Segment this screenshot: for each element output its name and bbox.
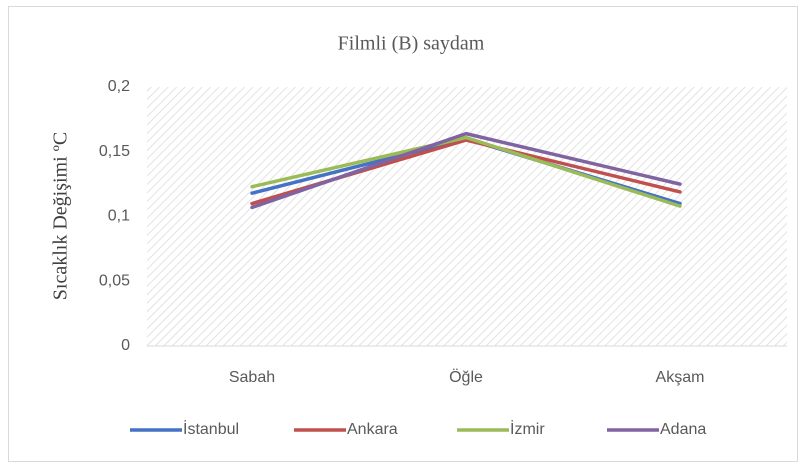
y-tick-label: 0,05 [99,272,130,289]
y-tick-label: 0,15 [99,143,130,160]
legend-label: Ankara [347,421,398,438]
legend-label: Adana [660,421,706,438]
legend-label: İzmir [510,419,545,438]
y-axis-label: Sıcaklık Değişimi ºC [50,132,72,300]
chart-title: Filmli (B) saydam [338,33,485,55]
x-tick-label: Öğle [449,368,483,386]
y-tick-label: 0 [121,337,130,354]
series-line [250,135,682,208]
x-tick-label: Akşam [656,369,705,386]
legend-label: İstanbul [183,419,239,438]
series-line [250,131,682,210]
plot-area [147,87,787,346]
x-tick-label: Sabah [229,369,275,386]
y-tick-label: 0,2 [108,78,130,95]
y-tick-label: 0,1 [108,208,130,225]
